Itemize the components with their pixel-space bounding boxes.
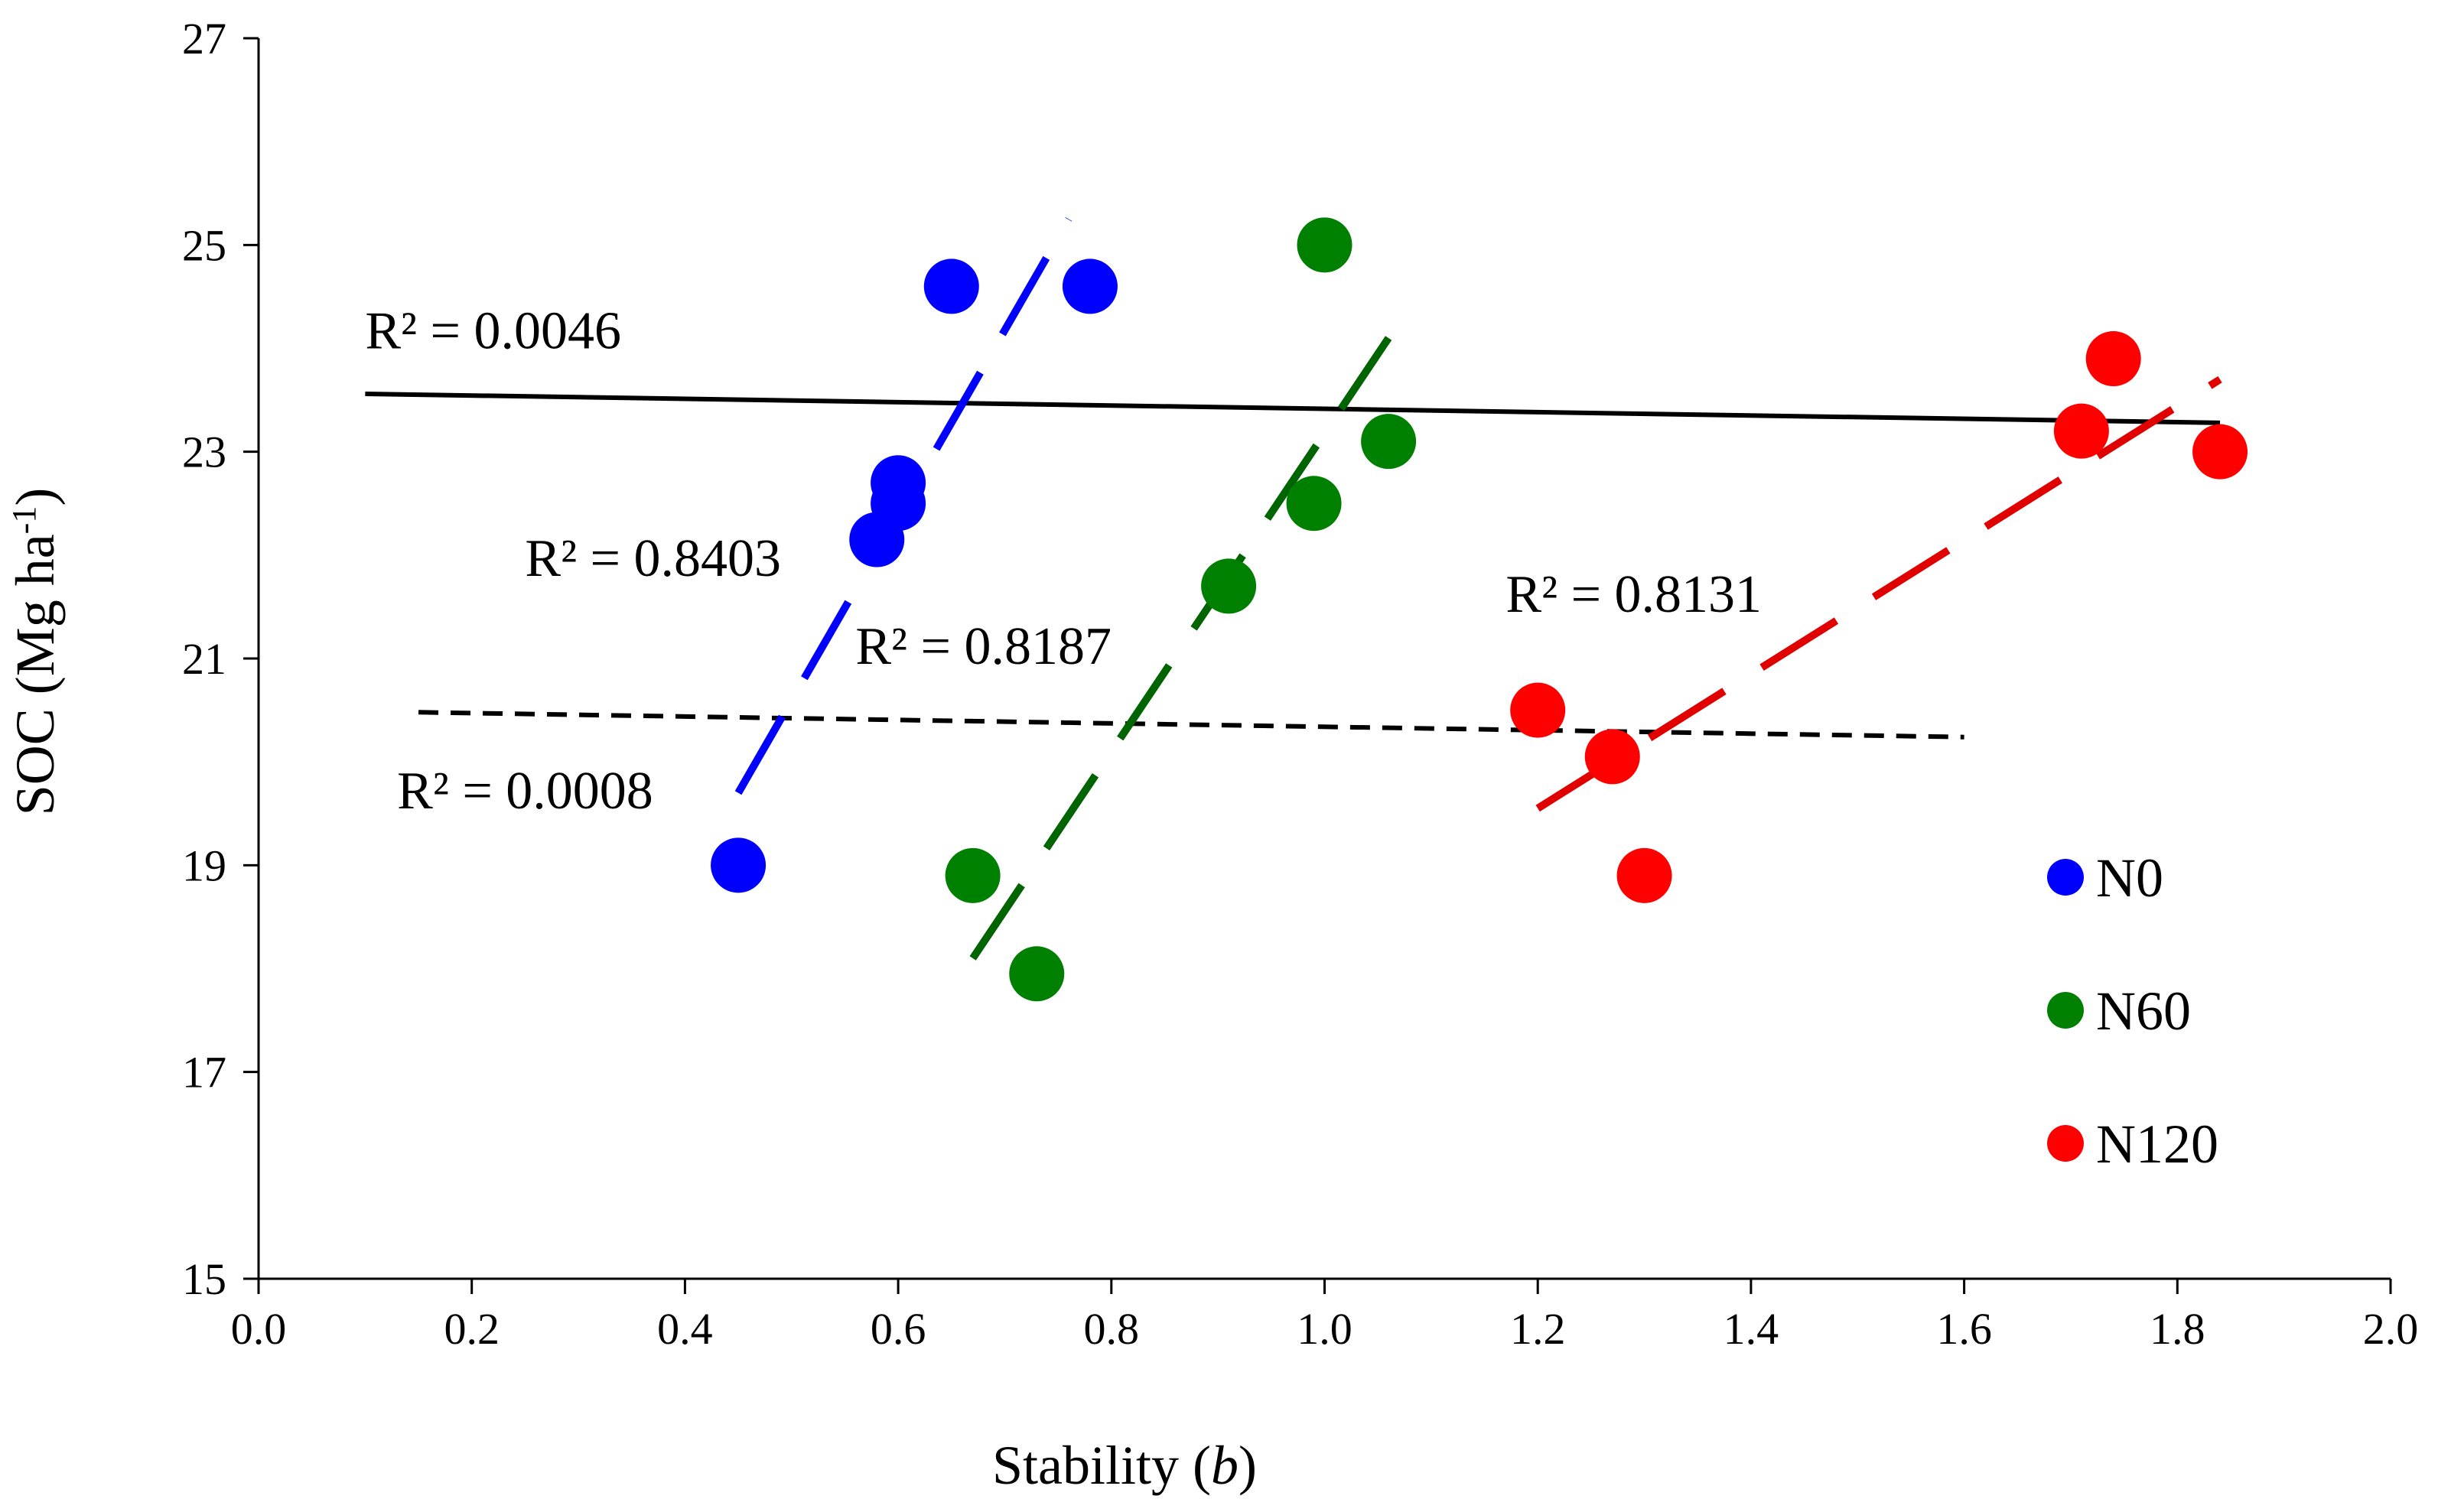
legend-marker-n60 — [2047, 992, 2084, 1029]
x-tick-label: 0.2 — [444, 1304, 500, 1354]
x-axis-title: Stability (b) — [992, 1435, 1257, 1496]
y-tick-label: 21 — [182, 634, 226, 684]
n120-r2-label: R² = 0.8131 — [1505, 565, 1762, 624]
r2-labels: R² = 0.0046 R² = 0.0008 R² = 0.8403 R² = 0.… — [365, 302, 1762, 821]
y-tick-label: 25 — [182, 220, 226, 270]
n0-point — [1062, 259, 1118, 314]
x-tick-label: 2.0 — [2363, 1304, 2419, 1354]
legend-label-n60: N60 — [2096, 980, 2191, 1042]
x-tick-label: 0.4 — [657, 1304, 713, 1354]
y-tick-label: 17 — [182, 1048, 226, 1097]
x-tick-label: 1.0 — [1297, 1304, 1352, 1354]
trendlines — [365, 217, 2222, 961]
x-tick-label: 1.4 — [1724, 1304, 1779, 1354]
legend-marker-n0 — [2047, 859, 2084, 896]
data-points — [711, 217, 2248, 1002]
x-tick-label: 1.2 — [1510, 1304, 1566, 1354]
legend-label-n0: N0 — [2096, 847, 2163, 909]
y-tick-label: 27 — [182, 14, 226, 63]
n120-point — [1616, 847, 1672, 903]
n0-r2-label: R² = 0.8403 — [525, 529, 781, 588]
y-tick-label: 15 — [182, 1254, 226, 1304]
n60-point — [1009, 946, 1065, 1002]
n60-point — [1286, 476, 1342, 532]
n120-trendline — [1535, 376, 2222, 812]
y-tick-label: 23 — [182, 428, 226, 477]
n60-point — [1361, 414, 1417, 470]
legend: N0 N60 N120 — [2047, 847, 2218, 1175]
legend-marker-n120 — [2047, 1125, 2084, 1162]
n60-r2-label: R² = 0.8187 — [855, 617, 1112, 676]
n60-point — [1297, 217, 1352, 273]
n120-point — [1510, 682, 1566, 738]
x-tick-label: 0.8 — [1084, 1304, 1140, 1354]
axes: 0.0 0.2 0.4 0.6 0.8 1.0 1.2 1.4 1.6 1.8 2.0 15 17 19 2… — [182, 14, 2418, 1354]
n120-point — [2053, 403, 2109, 459]
n0-point — [923, 259, 979, 314]
n60-point — [945, 847, 1001, 903]
legend-label-n120: N120 — [2096, 1114, 2218, 1175]
x-tick-label: 1.8 — [2150, 1304, 2205, 1354]
n120-point — [2192, 424, 2248, 480]
overall-dashed-r2-label: R² = 0.0008 — [397, 762, 653, 821]
y-tick-label: 19 — [182, 841, 226, 890]
n120-point — [2085, 331, 2141, 387]
x-tick-label: 0.6 — [871, 1304, 926, 1354]
n0-point — [871, 455, 926, 511]
n60-point — [1201, 558, 1257, 614]
n120-point — [1584, 729, 1640, 785]
overall-solid-r2-label: R² = 0.0046 — [365, 302, 621, 361]
x-tick-label: 1.6 — [1936, 1304, 1992, 1354]
n0-point — [711, 837, 767, 893]
x-tick-label: 0.0 — [231, 1304, 287, 1354]
overall-solid-trendline — [365, 391, 2221, 425]
y-axis-title: SOC (Mg ha-1) — [5, 488, 66, 816]
overall-dashed-trendline — [418, 710, 1964, 740]
